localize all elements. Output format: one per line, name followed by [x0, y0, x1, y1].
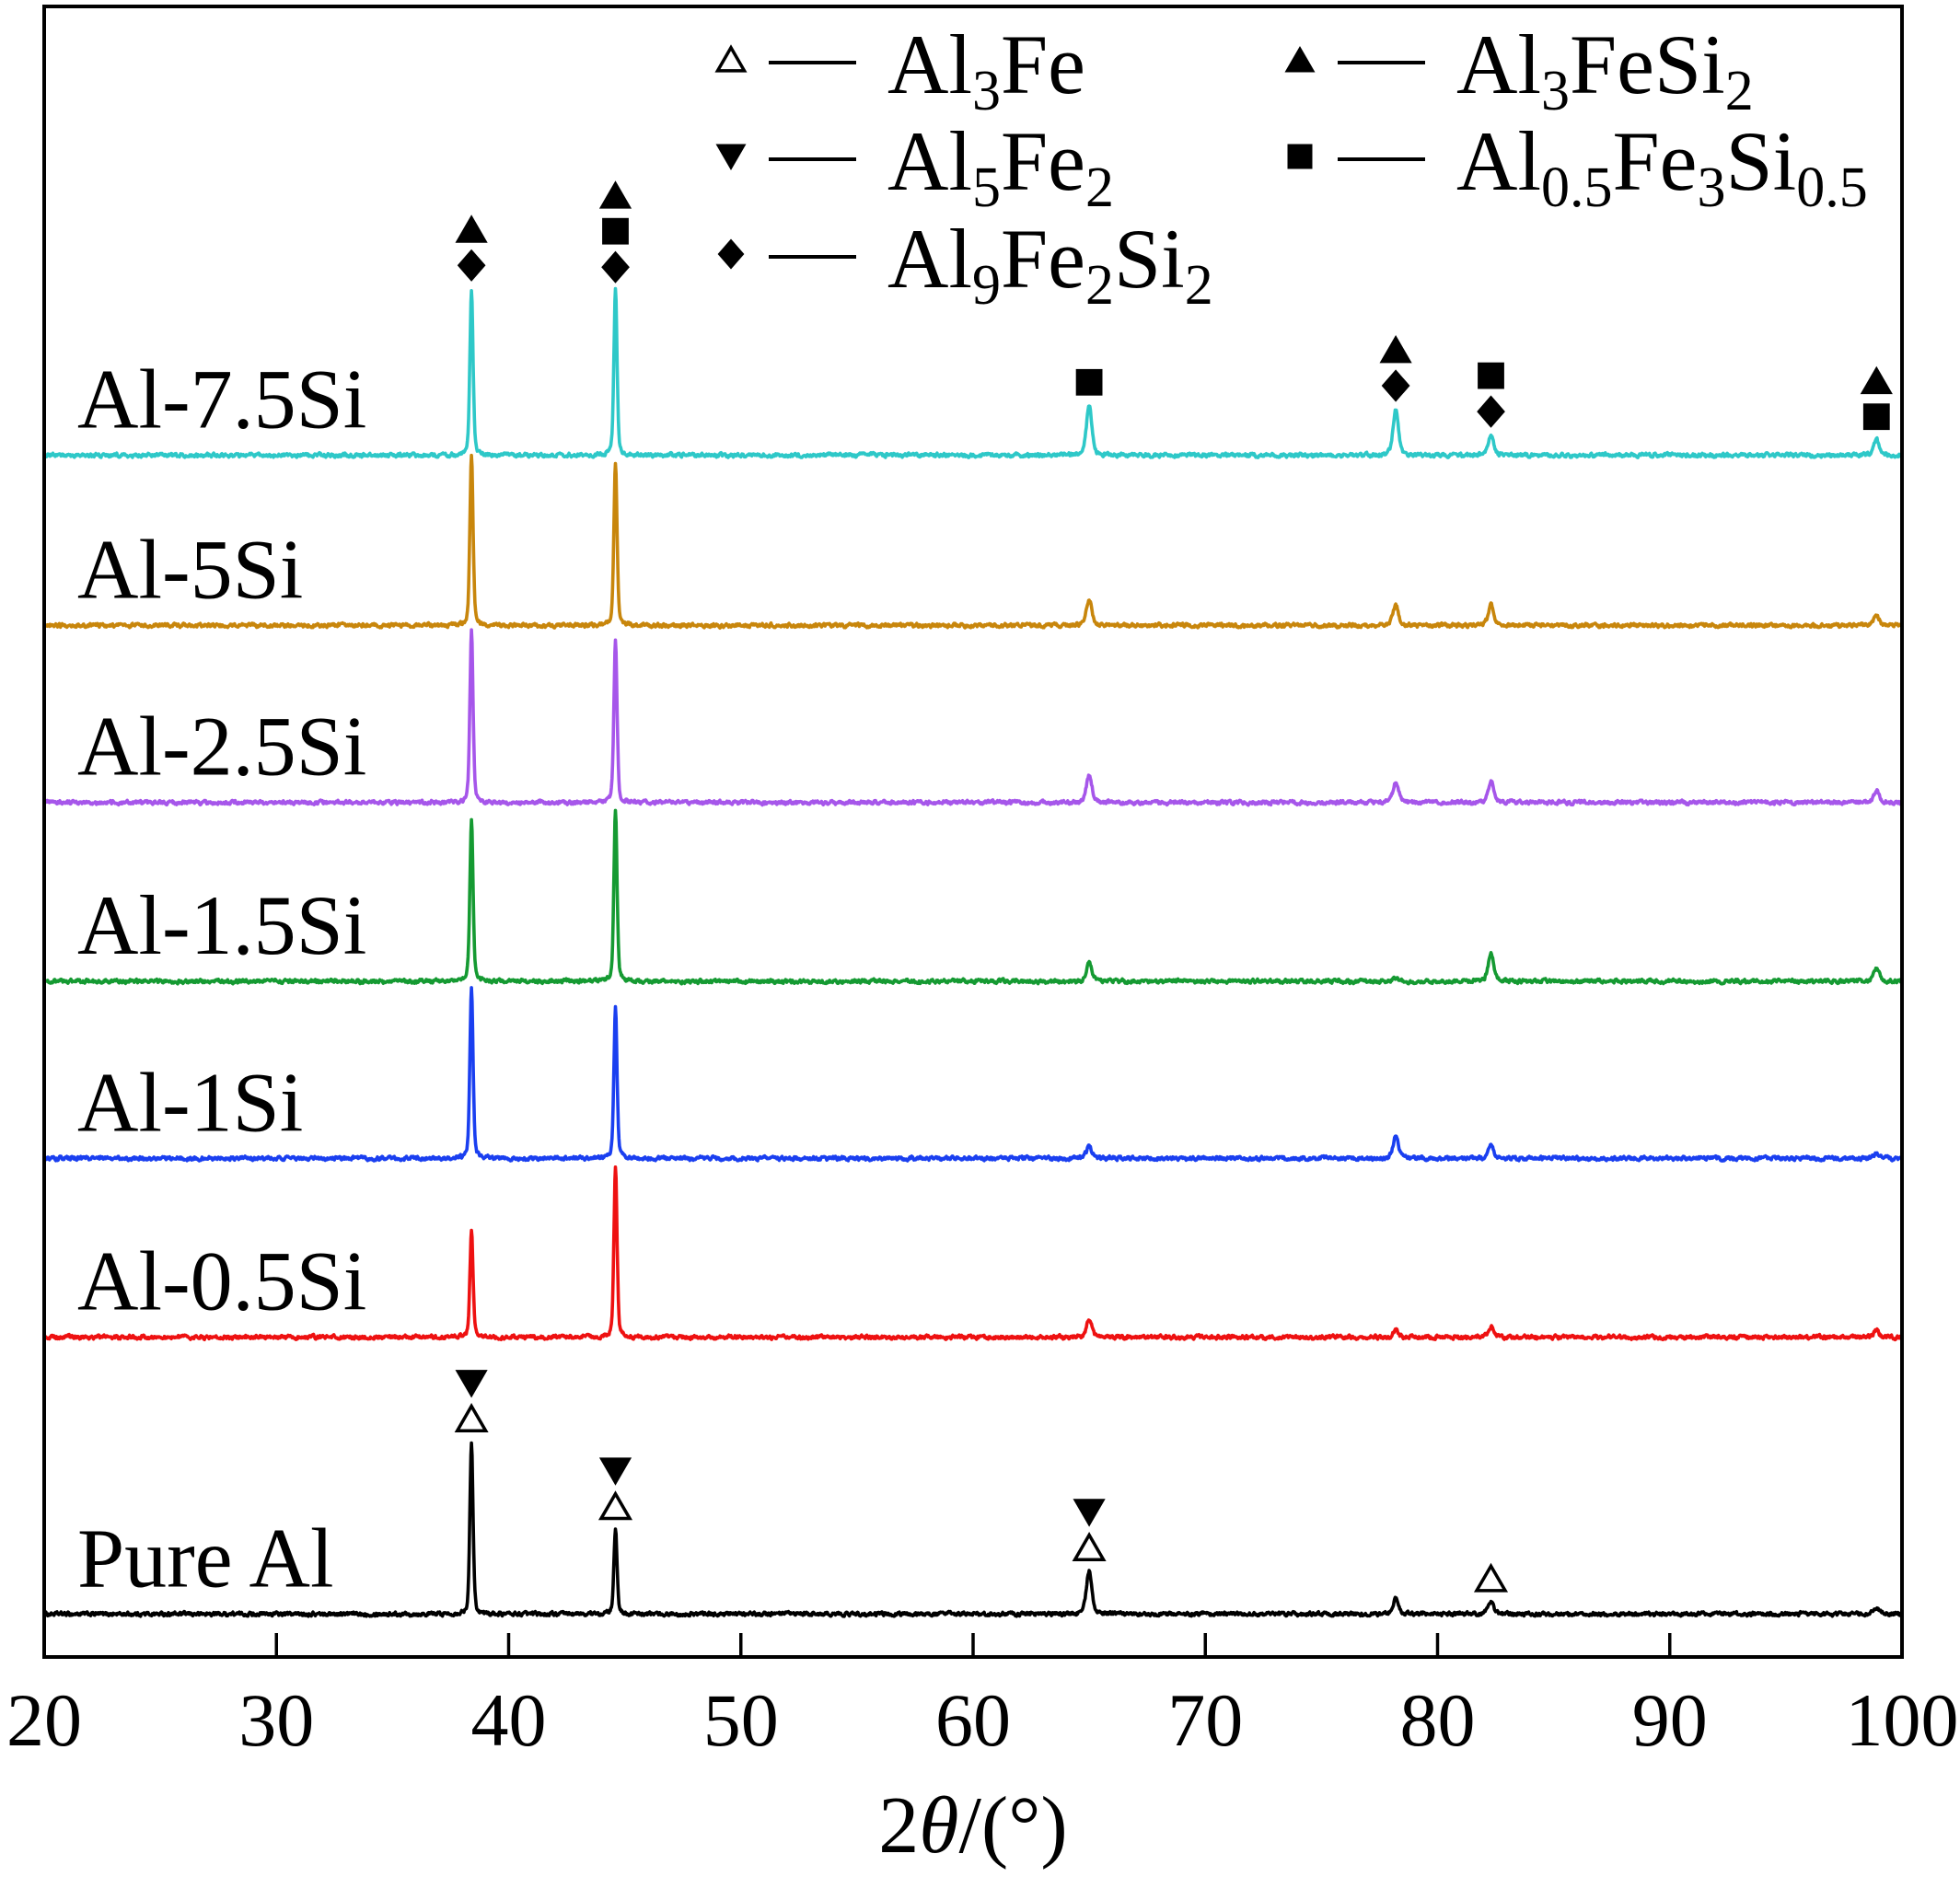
legend-label-subscript: 3	[972, 60, 1001, 122]
x-tick-label-20: 20	[6, 1678, 82, 1762]
x-tick-label-30: 30	[238, 1678, 314, 1762]
legend-entry-al0-5fe3si0-5: Al0.5Fe3Si0.5	[1287, 114, 1868, 219]
series-label-al-5si: Al-5Si	[77, 522, 303, 616]
legend-label-text: Fe	[1001, 114, 1085, 208]
legend-label-subscript: 0.5	[1796, 156, 1868, 219]
legend-entry-al3fe: Al3Fe	[714, 17, 1085, 122]
legend-label-text: Fe	[1001, 212, 1085, 306]
x-axis-tick-labels: 20 30 40 50 60 70 80 90 100	[6, 1678, 1959, 1762]
x-tick-label-40: 40	[471, 1678, 547, 1762]
series-label-al-1si: Al-1Si	[77, 1055, 303, 1149]
legend-label-subscript: 2	[1725, 60, 1754, 122]
legend-label: Al5Fe2	[887, 114, 1114, 219]
legend-label: Al3Fe	[887, 17, 1085, 122]
legend-open-triangle-icon	[714, 44, 748, 73]
legend-label-text: Al	[887, 17, 972, 111]
peak-open-triangle-icon	[454, 1403, 489, 1432]
x-tick-label-60: 60	[935, 1678, 1011, 1762]
peak-triangle-icon	[1860, 365, 1893, 395]
x-axis-label-part: /(°)	[958, 1781, 1067, 1871]
trace-al-2-5si	[44, 628, 1902, 807]
peak-open-triangle-icon	[1072, 1532, 1107, 1562]
legend-label-text: Al	[1456, 17, 1541, 111]
legend-down-triangle-icon	[715, 144, 747, 170]
legend-label-subscript: 5	[972, 156, 1001, 219]
peak-down-triangle-icon	[598, 1457, 632, 1486]
legend-triangle-icon	[1284, 46, 1316, 73]
legend-label-text: Si	[1726, 114, 1797, 208]
x-tick-label-90: 90	[1632, 1678, 1708, 1762]
x-axis-label: 2θ/(°)	[878, 1781, 1067, 1871]
x-axis-label-part: θ	[919, 1781, 958, 1871]
legend-label-text: Al	[887, 212, 972, 306]
legend-label-subscript: 2	[1085, 156, 1114, 219]
peak-open-triangle-icon	[1473, 1562, 1509, 1593]
trace-al-0-5si	[44, 1165, 1902, 1342]
peak-square-icon	[1075, 368, 1103, 396]
phase-peak-markers	[454, 180, 1893, 1593]
legend-label-subscript: 3	[1698, 156, 1726, 219]
peak-square-icon	[602, 217, 629, 245]
trace-al-5si	[44, 453, 1902, 630]
legend-label-subscript: 2	[1185, 254, 1213, 317]
series-label-al-0-5si: Al-0.5Si	[77, 1234, 366, 1328]
legend-label-subscript: 3	[1541, 60, 1570, 122]
x-axis-ticks	[42, 1633, 1904, 1657]
x-tick-label-80: 80	[1400, 1678, 1476, 1762]
series-label-al-7-5si: Al-7.5Si	[77, 353, 366, 446]
legend-label: Al3FeSi2	[1456, 17, 1754, 122]
series-label-al-1-5si: Al-1.5Si	[77, 878, 366, 972]
trace-al-1si	[44, 986, 1902, 1163]
peak-down-triangle-icon	[1073, 1499, 1106, 1527]
series-traces	[44, 286, 1902, 1618]
peak-diamond-icon	[457, 249, 486, 282]
legend-label-text: FeSi	[1570, 17, 1725, 111]
legend-label-subscript: 2	[1085, 254, 1114, 317]
peak-square-icon	[1478, 362, 1504, 389]
legend: Al3FeAl5Fe2Al9Fe2Si2Al3FeSi2Al0.5Fe3Si0.…	[714, 17, 1868, 317]
legend-label-text: Si	[1114, 212, 1185, 306]
legend-label-subscript: 0.5	[1541, 156, 1613, 219]
legend-label: Al0.5Fe3Si0.5	[1456, 114, 1868, 219]
peak-triangle-icon	[1379, 335, 1412, 364]
legend-entry-al3fesi2: Al3FeSi2	[1284, 17, 1754, 122]
peak-diamond-icon	[1477, 395, 1505, 428]
x-tick-label-50: 50	[703, 1678, 779, 1762]
series-label-al-2-5si: Al-2.5Si	[77, 700, 366, 794]
legend-square-icon	[1287, 144, 1313, 169]
trace-al-1-5si	[44, 808, 1902, 986]
legend-entry-al5fe2: Al5Fe2	[715, 114, 1114, 219]
x-tick-label-70: 70	[1167, 1678, 1243, 1762]
legend-entry-al9fe2si2: Al9Fe2Si2	[717, 212, 1213, 317]
legend-diamond-icon	[717, 238, 745, 270]
peak-triangle-icon	[455, 214, 488, 243]
trace-al-7-5si	[44, 286, 1902, 459]
legend-label-text: Al	[1456, 114, 1541, 208]
peak-diamond-icon	[1381, 369, 1410, 402]
series-label-pure-al: Pure Al	[77, 1511, 334, 1605]
legend-label-subscript: 9	[972, 254, 1001, 317]
trace-pure-al	[44, 1441, 1902, 1618]
peak-square-icon	[1862, 403, 1890, 431]
x-tick-label-100: 100	[1846, 1678, 1959, 1762]
legend-label: Al9Fe2Si2	[887, 212, 1213, 317]
legend-label-text: Fe	[1001, 17, 1085, 111]
x-axis-label-part: 2	[878, 1781, 919, 1871]
peak-down-triangle-icon	[455, 1370, 488, 1398]
series-labels: Pure Al Al-0.5Si Al-1Si Al-1.5Si Al-2.5Si Al-…	[77, 353, 366, 1605]
peak-triangle-icon	[598, 180, 632, 209]
legend-label-text: Al	[887, 114, 972, 208]
peak-open-triangle-icon	[597, 1490, 633, 1521]
peak-diamond-icon	[601, 250, 630, 284]
legend-label-text: Fe	[1613, 114, 1698, 208]
